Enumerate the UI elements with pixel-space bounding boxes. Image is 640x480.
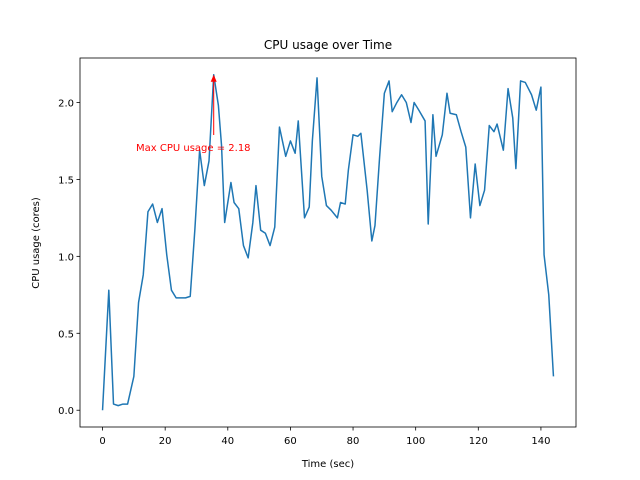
x-tick-label: 0 [99,436,105,447]
y-tick-label: 1.5 [58,175,74,186]
line-series [101,74,555,411]
annotation-arrowhead [210,74,217,82]
x-tick-label: 100 [406,436,425,447]
x-tick-label: 80 [347,436,360,447]
x-tick-label: 40 [221,436,234,447]
x-axis-label: Time (sec) [301,459,354,470]
chart-title: CPU usage over Time [264,38,392,52]
y-axis-label: CPU usage (cores) [31,197,42,289]
y-tick-label: 2.0 [58,98,74,109]
y-tick-label: 1.0 [58,252,74,263]
y-tick-label: 0.5 [58,329,74,340]
x-tick-label: 20 [159,436,172,447]
y-tick-label: 0.0 [58,406,74,417]
x-tick-label: 60 [284,436,297,447]
plot-frame [79,57,577,428]
x-tick-label: 120 [469,436,488,447]
x-tick-label: 140 [531,436,550,447]
annotation: Max CPU usage = 2.18 [136,143,251,154]
